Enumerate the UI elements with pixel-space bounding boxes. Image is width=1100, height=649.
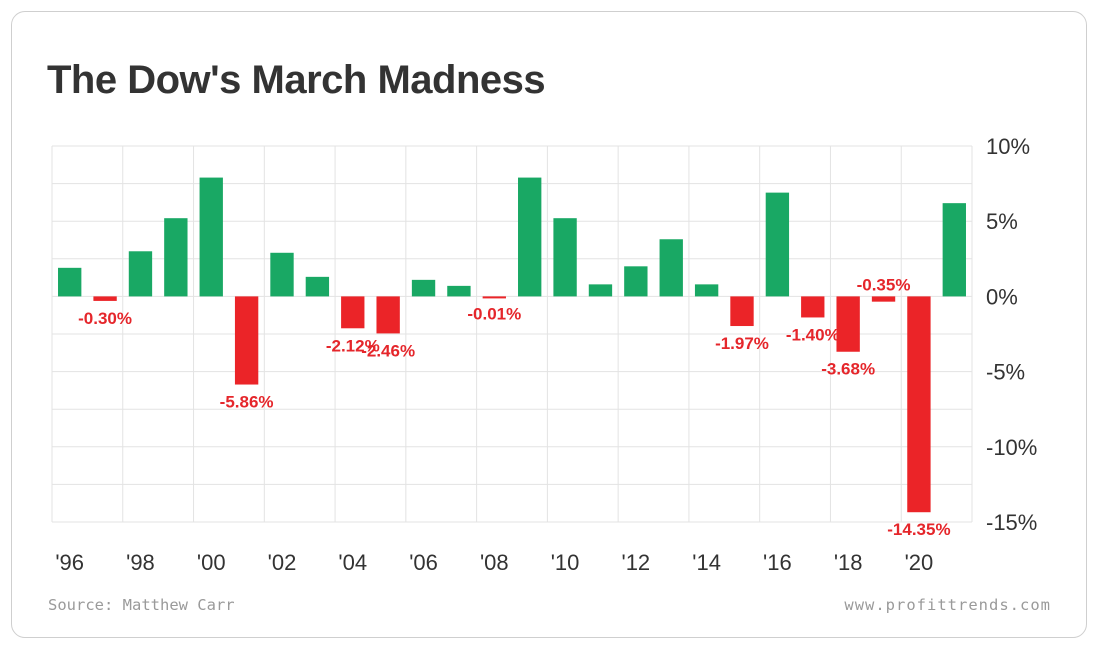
source-note: Source: Matthew Carr	[48, 596, 235, 614]
bar	[164, 218, 188, 297]
bar	[694, 284, 719, 297]
data-label: -3.68%	[821, 360, 875, 379]
bar	[305, 276, 330, 297]
x-tick-label: '20	[905, 550, 934, 575]
data-label: -1.97%	[715, 334, 769, 353]
data-label: -0.30%	[78, 309, 132, 328]
x-tick-label: '00	[197, 550, 226, 575]
y-tick-label: 5%	[986, 209, 1018, 234]
bar	[553, 218, 577, 297]
bar	[836, 296, 860, 352]
bar	[730, 296, 754, 327]
y-tick-label: -15%	[986, 510, 1037, 535]
x-tick-label: '10	[551, 550, 580, 575]
bar	[447, 285, 471, 297]
x-tick-label: '02	[268, 550, 297, 575]
bar	[624, 266, 648, 297]
data-label: -1.40%	[786, 325, 840, 344]
bar	[58, 267, 82, 297]
bar	[270, 252, 294, 297]
data-label: -2.12%	[326, 336, 380, 355]
website-credit: www.profittrends.com	[844, 596, 1051, 614]
y-tick-label: -10%	[986, 435, 1037, 460]
bar	[128, 251, 153, 297]
bar	[765, 192, 790, 297]
bar	[411, 279, 436, 297]
y-tick-label: 10%	[986, 134, 1030, 159]
bar	[93, 296, 117, 301]
bar	[871, 296, 896, 302]
bar	[907, 296, 931, 513]
bar	[376, 296, 400, 334]
x-tick-label: '98	[126, 550, 155, 575]
x-tick-label: '04	[338, 550, 367, 575]
bar	[801, 296, 825, 318]
bar	[942, 203, 966, 297]
bar	[482, 296, 506, 299]
bar	[518, 177, 542, 297]
data-label: -0.01%	[467, 305, 521, 324]
chart-title: The Dow's March Madness	[47, 58, 546, 102]
x-tick-label: '08	[480, 550, 509, 575]
data-label: -0.35%	[857, 275, 911, 294]
data-label: -2.46%	[361, 341, 415, 360]
x-tick-label: '12	[622, 550, 651, 575]
x-tick-label: '96	[55, 550, 84, 575]
bar	[234, 296, 259, 385]
y-tick-label: 0%	[986, 284, 1018, 309]
bar	[588, 284, 613, 297]
data-label: -5.86%	[220, 393, 274, 412]
x-tick-label: '16	[763, 550, 792, 575]
y-tick-label: -5%	[986, 360, 1025, 385]
x-tick-label: '18	[834, 550, 863, 575]
x-tick-label: '14	[692, 550, 721, 575]
data-label: -14.35%	[887, 520, 950, 539]
bar	[341, 296, 365, 329]
x-tick-label: '06	[409, 550, 438, 575]
bar	[659, 239, 683, 297]
bar	[199, 177, 223, 297]
